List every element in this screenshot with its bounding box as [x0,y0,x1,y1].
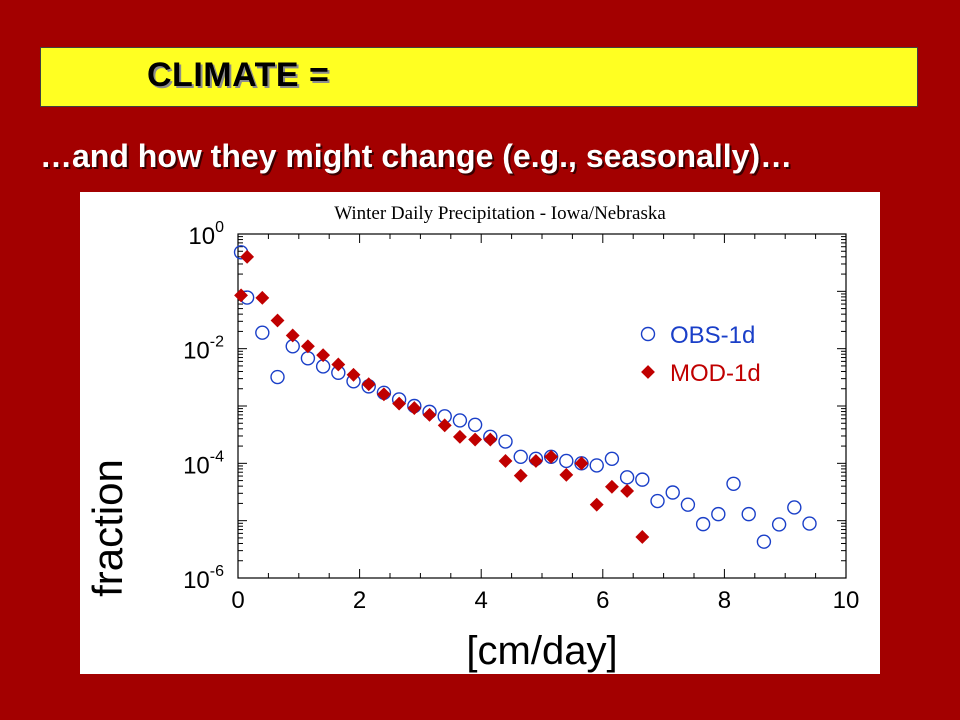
mod-point [544,449,559,464]
mod-point [361,377,376,392]
obs-point [695,516,711,532]
chart-panel: Winter Daily Precipitation - Iowa/Nebras… [80,192,880,674]
y-tick-exponent: 0 [215,219,224,236]
mod-point [376,387,391,402]
mod-point [498,454,513,468]
obs-point [711,506,726,522]
series-obs-1d [233,245,817,549]
mod-point [316,348,331,363]
legend-marker [641,365,655,379]
banner-title: CLIMATE = [147,56,330,94]
series-mod-1d [234,249,650,544]
obs-point [619,470,635,485]
chart-title: Winter Daily Precipitation - Iowa/Nebras… [334,203,666,224]
x-tick-label: 6 [596,587,609,614]
obs-point [635,472,650,487]
mod-point [483,432,498,447]
y-tick-base: 10 [183,338,210,365]
y-tick-label: 100 [188,219,224,250]
mod-point [589,497,604,512]
mod-point [300,339,315,354]
obs-point [467,417,483,432]
obs-point [559,453,574,469]
mod-point [452,429,467,444]
obs-point [741,506,756,522]
slide-subtitle: …and how they might change (e.g., season… [40,138,793,174]
obs-point [513,449,528,465]
plot-frame [237,233,847,579]
obs-point [270,369,285,385]
obs-point [726,476,741,491]
mod-point [422,407,437,422]
x-tick-label: 2 [353,587,366,614]
x-tick-label: 8 [718,587,731,614]
obs-point [787,500,802,515]
y-tick-base: 10 [188,223,215,250]
mod-point [407,401,422,416]
y-axis-label: fraction [84,459,131,597]
y-tick-exponent: -4 [210,448,224,465]
obs-point [650,493,665,509]
banner: CLIMATE = [40,47,918,107]
mod-point [270,313,285,328]
obs-point [771,517,787,532]
y-tick-exponent: -2 [210,334,224,351]
mod-point [468,432,483,447]
obs-point [802,516,817,531]
legend-marker [640,326,656,342]
y-tick-label: 10-6 [183,563,224,594]
mod-point [331,357,346,372]
x-tick-label: 0 [231,587,244,614]
obs-point [498,434,513,449]
mod-point [559,467,574,482]
mod-point [392,396,407,411]
obs-point [255,325,270,340]
obs-point [604,451,620,466]
y-tick-exponent: -6 [210,563,224,580]
mod-point [620,484,635,498]
mod-point [513,468,528,483]
x-axis-label: [cm/day] [466,629,617,673]
x-tick-label: 10 [833,587,860,614]
obs-point [756,534,772,549]
mod-point [240,249,255,264]
legend-label: OBS-1d [670,322,755,349]
mod-point [255,290,270,305]
y-tick-base: 10 [183,452,210,479]
mod-point [437,418,452,433]
mod-point [574,456,589,471]
obs-point [665,485,680,500]
mod-point [346,367,361,382]
mod-point [528,454,543,468]
mod-point [604,479,619,494]
mod-point [635,530,650,544]
obs-point [680,497,696,512]
y-tick-label: 10-4 [183,448,224,479]
obs-point [589,458,604,473]
mod-point [285,328,300,343]
y-tick-label: 10-2 [183,334,224,365]
legend-label: MOD-1d [670,360,761,387]
x-tick-label: 4 [475,587,488,614]
y-tick-base: 10 [183,567,210,594]
obs-point [300,351,316,366]
obs-point [452,413,468,428]
scatter-chart: Winter Daily Precipitation - Iowa/Nebras… [84,203,860,673]
mod-point [234,288,248,303]
